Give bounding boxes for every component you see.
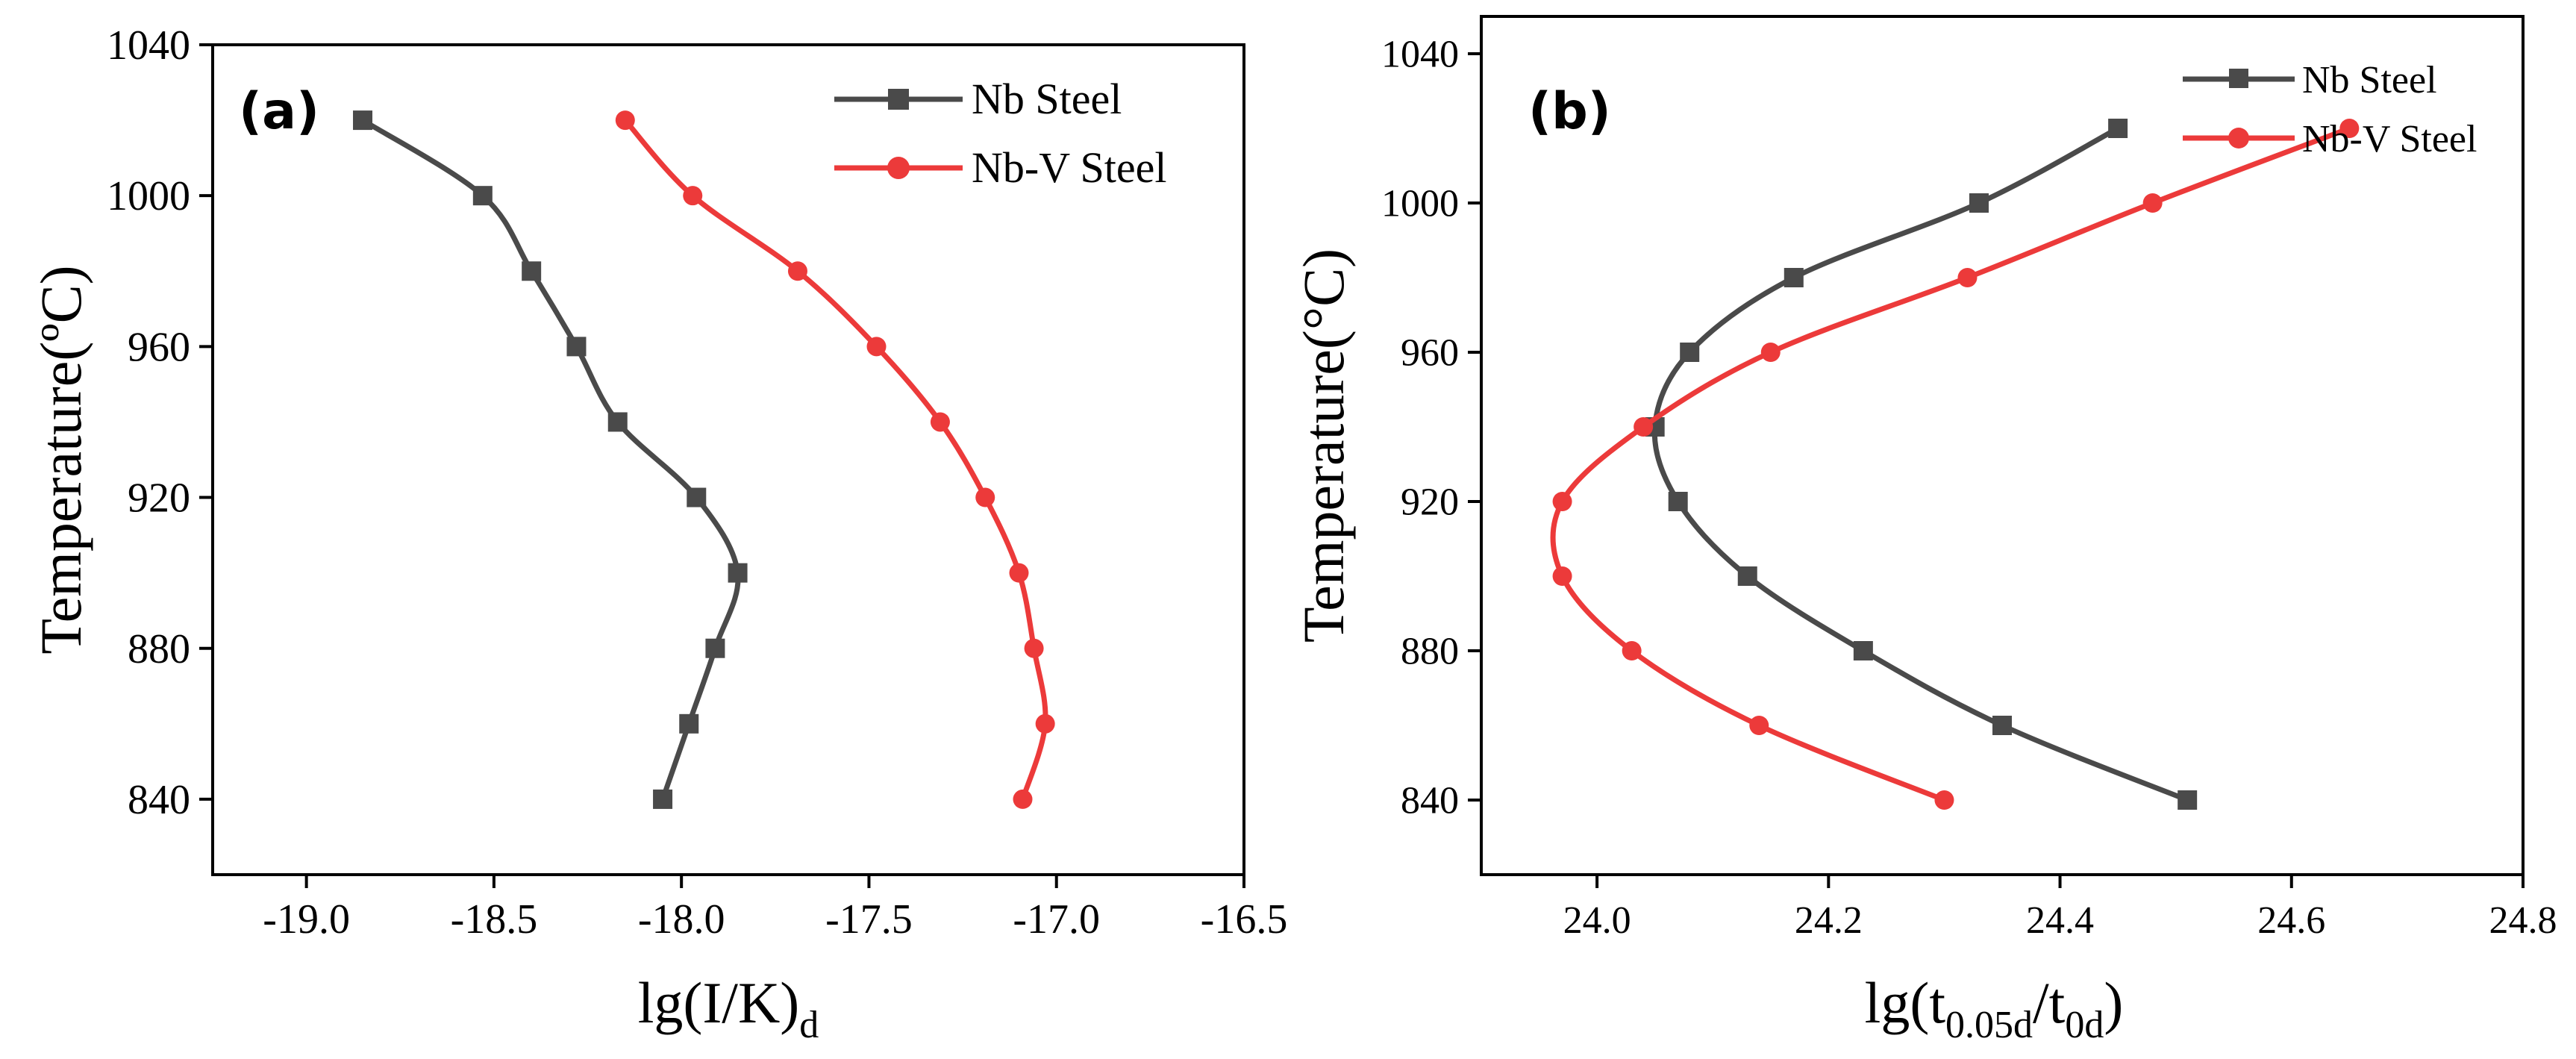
panel-a-y-tick-label: 880 (128, 626, 190, 672)
panel-b: 24.0 24.2 24.4 24.6 24.8 840 880 920 960 1000 1040… (1291, 15, 2557, 1046)
panel-b-data-point-nb (2108, 119, 2128, 138)
panel-a-data-point-nb (566, 337, 587, 357)
panel-a-plot-frame (211, 43, 1245, 876)
panel-a-x-tick-label: -18.5 (451, 896, 538, 943)
panel-b-x-axis-title-mid: /t (2033, 970, 2066, 1035)
panel-a-x-tick-label: -17.0 (1013, 896, 1100, 943)
panel-b-x-tick-label: 24.8 (2489, 899, 2557, 942)
panel-a-data-point-nb (687, 487, 707, 507)
panel-a-series-line-nb (361, 118, 741, 801)
panel-b-legend-label-nb: Nb Steel (2302, 59, 2437, 101)
panel-a-data-point-nbv (683, 186, 703, 206)
panel-b-x-axis-title: lg(t0.05d/t0d) (1865, 970, 2124, 1046)
panel-b-legend-label-nbv: Nb-V Steel (2302, 118, 2477, 160)
panel-b-data-point-nbv (1934, 790, 1954, 810)
panel-a-y-tick-label: 840 (128, 777, 190, 823)
panel-b-y-tick-label: 880 (1401, 631, 1459, 673)
panel-a-series-line-nbv (623, 118, 1048, 800)
panel-a-data-point-nbv (1035, 713, 1055, 734)
panel-b-data-point-nb (1969, 193, 1989, 213)
panel-a-x-tick-label: -16.5 (1201, 896, 1288, 943)
panel-a-data-point-nbv (866, 337, 887, 357)
panel-a-y-tick-label: 1040 (107, 22, 190, 69)
panel-a: -19.0 -18.5 -18.0 -17.5 -17.0 -16.5 840 880 920 9… (28, 22, 1287, 1046)
panel-a-legend-label-nb: Nb Steel (972, 75, 1122, 123)
panel-b-data-point-nbv (2339, 119, 2360, 138)
panel-b-data-point-nbv (1957, 268, 1978, 287)
panel-b-data-point-nb (1853, 641, 1873, 660)
panel-b-data-point-nb (1992, 716, 2012, 735)
panel-b-y-axis-title: Temperature(°C) (1291, 249, 1356, 643)
panel-a-data-point-nbv (1009, 563, 1029, 583)
panel-b-label: (b) (1528, 82, 1611, 141)
panel-a-data-point-nb (679, 713, 699, 734)
panel-a-x-axis-title-main: lg(I/K) (638, 970, 800, 1035)
panel-a-data-point-nb (353, 110, 373, 131)
panel-a-label: (a) (239, 82, 319, 141)
panel-a-data-point-nbv (1024, 638, 1044, 658)
panel-b-data-point-nbv (1749, 716, 1769, 735)
panel-b-data-point-nb (2178, 790, 2198, 810)
panel-a-y-tick-label: 1000 (107, 173, 190, 219)
panel-b-y-tick-label: 960 (1401, 332, 1459, 375)
panel-a-x-tick-label: -18.0 (638, 896, 725, 943)
panel-b-legend-marker-nb (2229, 69, 2248, 88)
panel-a-data-point-nbv (930, 412, 950, 432)
panel-b-legend-marker-nbv (2228, 128, 2249, 149)
panel-a-y-tick-label: 920 (128, 475, 190, 522)
panel-b-data-point-nbv (1634, 417, 1654, 437)
panel-b-x-axis-title-part1: lg(t (1865, 970, 1946, 1035)
panel-b-data-point-nbv (1552, 492, 1572, 511)
panel-b-x-axis-title-sub1: 0.05d (1945, 1004, 2033, 1046)
panel-a-x-tick-label: -19.0 (263, 896, 350, 943)
panel-b-series-line-nbv (1550, 125, 2351, 803)
panel-b-data-point-nb (1680, 343, 1700, 362)
panel-a-data-point-nb (522, 261, 542, 281)
panel-b-x-tick-label: 24.6 (2257, 899, 2325, 942)
panel-a-legend: Nb Steel Nb-V Steel (834, 75, 1167, 192)
panel-a-data-point-nb (728, 563, 748, 583)
panel-b-y-tick-label: 840 (1401, 780, 1459, 822)
panel-a-x-axis-title: lg(I/K)d (638, 970, 819, 1046)
panel-a-data-point-nb (472, 186, 493, 206)
panel-b-data-point-nb (1737, 566, 1757, 586)
panel-b-x-tick-label: 24.0 (1563, 899, 1631, 942)
panel-b-x-tick-label: 24.4 (2026, 899, 2094, 942)
panel-a-x-tick-label: -17.5 (825, 896, 913, 943)
panel-a-legend-marker-nb (888, 89, 909, 110)
panel-b-x-tick-label: 24.2 (1795, 899, 1863, 942)
panel-a-data-point-nb (653, 789, 673, 809)
panel-a-data-point-nbv (1013, 789, 1033, 809)
panel-b-plot-frame (1480, 15, 2525, 876)
panel-b-legend: Nb Steel Nb-V Steel (2183, 59, 2477, 160)
panel-b-x-axis-title-end: ) (2104, 970, 2123, 1035)
panel-b-data-point-nb (1668, 492, 1688, 511)
panel-a-y-tick-label: 960 (128, 324, 190, 370)
panel-b-y-tick-label: 1000 (1381, 183, 1459, 225)
panel-b-data-point-nbv (1760, 343, 1781, 362)
panel-b-series-line-nb (1651, 125, 2189, 803)
panel-a-y-axis-title: Temperature(ºC) (28, 265, 93, 654)
panel-a-legend-label-nbv: Nb-V Steel (972, 143, 1167, 192)
panel-b-data-point-nbv (2142, 193, 2163, 213)
panel-b-data-point-nbv (1622, 641, 1642, 660)
panel-a-x-axis-title-sub: d (799, 1004, 819, 1046)
panel-b-data-point-nbv (1552, 566, 1572, 586)
panel-b-y-tick-label: 1040 (1381, 34, 1459, 76)
panel-a-legend-marker-nbv (887, 157, 910, 179)
panel-b-y-tick-label: 920 (1401, 481, 1459, 524)
panel-a-data-point-nbv (615, 110, 635, 131)
panel-a-data-point-nb (705, 638, 725, 658)
panel-b-x-axis-title-sub2: 0d (2065, 1004, 2104, 1046)
panel-b-data-point-nb (1783, 268, 1804, 287)
panel-a-data-point-nbv (787, 261, 807, 281)
panel-a-data-point-nb (607, 412, 628, 432)
panel-a-data-point-nbv (975, 487, 995, 507)
